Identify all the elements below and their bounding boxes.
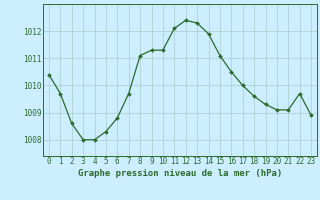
X-axis label: Graphe pression niveau de la mer (hPa): Graphe pression niveau de la mer (hPa) xyxy=(78,169,282,178)
